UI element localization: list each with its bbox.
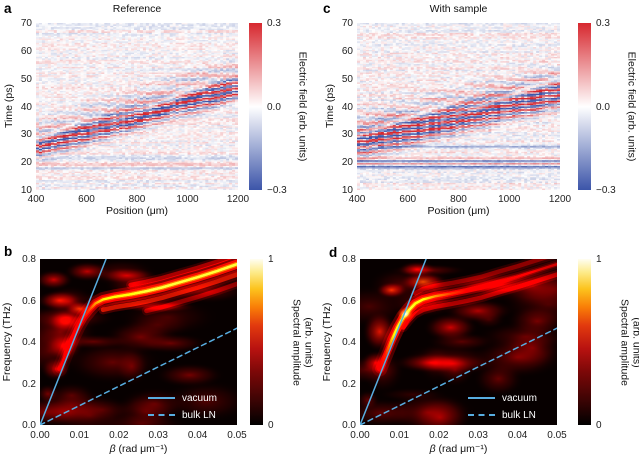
bulk-ln-line-sample (468, 414, 495, 416)
x-tick-label: 0.02 (429, 430, 449, 441)
vacuum-line-sample (148, 397, 175, 399)
x-tick-label: 800 (128, 194, 146, 205)
panel-b-colorbar-label-line2: (arb. units) (302, 317, 315, 368)
x-tick-label: 1200 (226, 194, 250, 205)
legend-row-vacuum: vacuum (148, 392, 217, 404)
x-tick-label: 600 (399, 194, 417, 205)
panel-label-a: a (4, 1, 12, 16)
vacuum-legend-label: vacuum (502, 392, 538, 404)
colorbar-tick-label: 0 (268, 420, 274, 431)
y-tick-label: 60 (341, 45, 353, 57)
x-tick-label: 0.01 (389, 430, 410, 441)
y-tick-label: 0.2 (342, 378, 356, 390)
x-tick-label: 0.00 (350, 430, 370, 441)
x-tick-label: 0.05 (547, 430, 567, 441)
y-tick-label: 0.4 (22, 337, 36, 348)
panel-b-x-axis-label: β (rad μm⁻¹) (40, 443, 237, 455)
y-tick-label: 0.8 (342, 254, 356, 265)
panel-c-heatmap (357, 23, 560, 190)
x-tick-label: 600 (78, 194, 95, 205)
colorbar-tick-label: 0 (596, 420, 602, 431)
bulk-ln-legend-label: bulk LN (502, 409, 536, 421)
x-tick-label: 0.03 (468, 430, 488, 441)
bulk-ln-line-sample (148, 414, 175, 416)
colorbar-tick-label: 0.3 (267, 18, 281, 29)
x-tick-label: 0.05 (227, 430, 247, 441)
y-tick-label: 0.0 (342, 420, 356, 431)
y-tick-label: 30 (20, 129, 32, 141)
panel-d-x-axis-label: β (rad μm⁻¹) (360, 443, 557, 455)
panel-b-legend: vacuum bulk LN (148, 392, 217, 421)
panel-a-title: Reference (112, 3, 162, 15)
panel-label-b: b (4, 244, 13, 259)
bulk-ln-legend-label: bulk LN (182, 409, 216, 421)
colorbar-tick-label: −0.3 (267, 185, 287, 196)
legend-row-bulk-ln: bulk LN (148, 409, 217, 421)
y-tick-label: 70 (341, 18, 353, 29)
y-tick-label: 20 (20, 157, 32, 169)
y-tick-label: 0.0 (22, 420, 36, 431)
panel-label-d: d (329, 245, 338, 260)
x-tick-label: 1000 (176, 194, 199, 205)
y-tick-label: 40 (20, 101, 32, 113)
y-tick-label: 0.6 (342, 295, 356, 307)
x-tick-label: 1200 (548, 194, 572, 205)
legend-row-vacuum: vacuum (468, 392, 537, 404)
colorbar-tick-label: −0.3 (596, 185, 616, 196)
panel-d-colorbar-label-line2: (arb. units) (630, 317, 639, 368)
y-tick-label: 10 (341, 185, 353, 196)
y-tick-label: 60 (20, 45, 32, 57)
y-tick-label: 0.6 (22, 295, 36, 307)
beta-symbol: β (109, 443, 116, 455)
x-tick-label: 400 (27, 194, 45, 205)
x-tick-label: 400 (348, 194, 366, 205)
panel-c-title: With sample (429, 3, 488, 15)
vacuum-legend-label: vacuum (182, 392, 218, 404)
panel-d-legend: vacuum bulk LN (468, 392, 537, 421)
panel-a-heatmap (36, 23, 238, 190)
x-tick-label: 0.03 (148, 430, 168, 441)
colorbar-tick-label: 0.3 (596, 18, 610, 29)
panel-c-x-axis-label: Position (μm) (427, 205, 490, 217)
x-tick-label: 1000 (498, 194, 521, 205)
panel-d-dispersion-map (360, 259, 557, 425)
y-tick-label: 30 (341, 129, 353, 141)
y-tick-label: 20 (341, 157, 353, 169)
colorbar-tick-label: 1 (596, 254, 602, 265)
y-tick-label: 0.2 (22, 378, 36, 390)
panel-a-colorbar (249, 23, 262, 190)
panel-b-colorbar (250, 259, 263, 425)
y-tick-label: 0.8 (22, 254, 36, 265)
colorbar-tick-label: 1 (268, 254, 274, 265)
x-tick-label: 800 (450, 194, 467, 205)
panel-a-x-axis-label: Position (μm) (105, 205, 169, 217)
y-tick-label: 70 (20, 18, 32, 29)
colorbar-tick-label: 0.0 (596, 101, 610, 113)
panel-b-dispersion-map (40, 259, 237, 425)
y-tick-label: 50 (20, 73, 32, 85)
x-tick-label: 0.04 (507, 430, 528, 441)
x-tick-label: 0.02 (109, 430, 129, 441)
y-tick-label: 50 (341, 73, 353, 85)
x-tick-label: 0.01 (69, 430, 90, 441)
panel-c-colorbar (578, 23, 591, 190)
panel-d-colorbar (578, 259, 591, 425)
y-tick-label: 40 (341, 101, 353, 113)
beta-units: (rad μm⁻¹) (438, 443, 488, 455)
x-tick-label: 0.04 (187, 430, 208, 441)
legend-row-bulk-ln: bulk LN (468, 409, 537, 421)
vacuum-line-sample (468, 397, 495, 399)
x-tick-label: 0.00 (30, 430, 50, 441)
beta-units: (rad μm⁻¹) (118, 443, 168, 455)
y-tick-label: 0.4 (342, 337, 356, 348)
y-tick-label: 10 (20, 185, 32, 196)
panel-label-c: c (323, 1, 331, 16)
beta-symbol: β (429, 443, 436, 455)
colorbar-tick-label: 0.0 (267, 101, 281, 113)
